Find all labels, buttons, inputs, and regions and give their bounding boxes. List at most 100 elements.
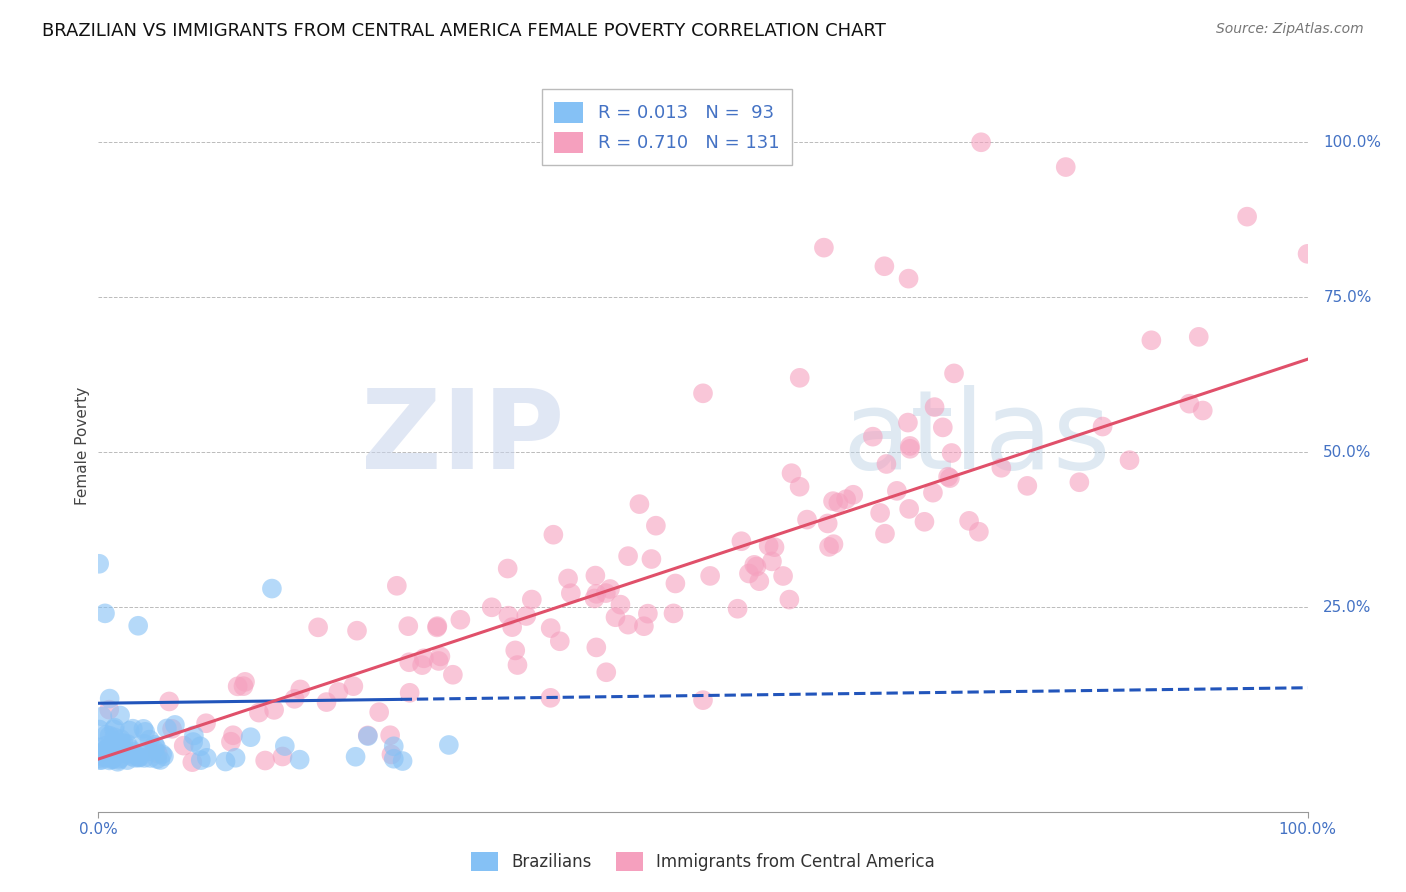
Point xyxy=(101,737,124,751)
Point xyxy=(515,609,537,624)
Text: 50.0%: 50.0% xyxy=(1323,445,1372,459)
Point xyxy=(640,552,662,566)
Point xyxy=(970,135,993,149)
Point xyxy=(181,755,204,769)
Point xyxy=(758,539,780,553)
Point xyxy=(939,471,962,485)
Point xyxy=(233,674,256,689)
Text: 25.0%: 25.0% xyxy=(1323,599,1372,615)
Point xyxy=(368,705,391,719)
Point xyxy=(111,742,134,756)
Point xyxy=(94,607,117,621)
Point xyxy=(778,592,800,607)
Point xyxy=(873,259,896,273)
Point xyxy=(441,667,464,681)
Point xyxy=(344,749,367,764)
Point xyxy=(644,518,666,533)
Point xyxy=(127,619,149,633)
Point xyxy=(195,716,218,731)
Point xyxy=(842,488,865,502)
Point xyxy=(1191,403,1213,417)
Point xyxy=(382,752,405,766)
Point xyxy=(108,740,131,755)
Point xyxy=(134,751,156,765)
Point xyxy=(98,729,121,743)
Point xyxy=(813,241,835,255)
Point xyxy=(796,513,818,527)
Text: atlas: atlas xyxy=(842,385,1111,492)
Point xyxy=(104,721,127,735)
Point xyxy=(138,744,160,758)
Text: 100.0%: 100.0% xyxy=(1323,135,1381,150)
Point xyxy=(111,746,134,760)
Point xyxy=(595,586,617,600)
Point xyxy=(692,693,714,707)
Point xyxy=(117,753,139,767)
Point xyxy=(260,582,283,596)
Point xyxy=(222,728,245,742)
Point xyxy=(97,750,120,764)
Point xyxy=(121,747,143,761)
Point xyxy=(763,540,786,554)
Point xyxy=(990,460,1012,475)
Point xyxy=(745,559,768,574)
Point xyxy=(412,651,434,665)
Point xyxy=(520,592,543,607)
Point xyxy=(897,271,920,285)
Point xyxy=(254,754,277,768)
Point xyxy=(1188,330,1211,344)
Point xyxy=(585,640,607,655)
Point xyxy=(173,739,195,753)
Point xyxy=(98,753,121,767)
Point xyxy=(157,694,180,708)
Point xyxy=(637,607,659,621)
Point xyxy=(98,742,121,756)
Y-axis label: Female Poverty: Female Poverty xyxy=(75,387,90,505)
Point xyxy=(967,524,990,539)
Point xyxy=(742,558,765,572)
Point xyxy=(540,621,562,635)
Point xyxy=(429,649,451,664)
Point xyxy=(411,658,433,673)
Point xyxy=(730,534,752,549)
Point xyxy=(922,485,945,500)
Point xyxy=(617,549,640,563)
Point xyxy=(385,579,408,593)
Point xyxy=(315,695,337,709)
Point xyxy=(98,703,121,717)
Point xyxy=(789,371,811,385)
Point xyxy=(195,751,218,765)
Point xyxy=(427,654,450,668)
Point xyxy=(121,722,143,736)
Point xyxy=(873,526,896,541)
Point xyxy=(103,723,125,737)
Legend: R = 0.013   N =  93, R = 0.710   N = 131: R = 0.013 N = 93, R = 0.710 N = 131 xyxy=(541,89,792,165)
Point xyxy=(107,755,129,769)
Point xyxy=(134,737,156,751)
Point xyxy=(662,607,685,621)
Point xyxy=(188,739,211,754)
Point xyxy=(94,742,117,756)
Point xyxy=(104,747,127,762)
Point xyxy=(609,598,631,612)
Point xyxy=(932,420,955,434)
Point xyxy=(115,737,138,751)
Point xyxy=(89,557,111,571)
Point xyxy=(827,495,849,509)
Point xyxy=(817,516,839,531)
Point xyxy=(149,753,172,767)
Point xyxy=(599,582,621,596)
Point xyxy=(506,658,529,673)
Point xyxy=(869,506,891,520)
Point xyxy=(112,736,135,750)
Point xyxy=(818,540,841,554)
Point xyxy=(727,601,749,615)
Point xyxy=(1017,479,1039,493)
Point xyxy=(90,753,112,767)
Point xyxy=(89,748,111,763)
Point xyxy=(108,746,131,760)
Point xyxy=(437,738,460,752)
Point xyxy=(761,554,783,568)
Point xyxy=(357,728,380,742)
Point xyxy=(396,619,419,633)
